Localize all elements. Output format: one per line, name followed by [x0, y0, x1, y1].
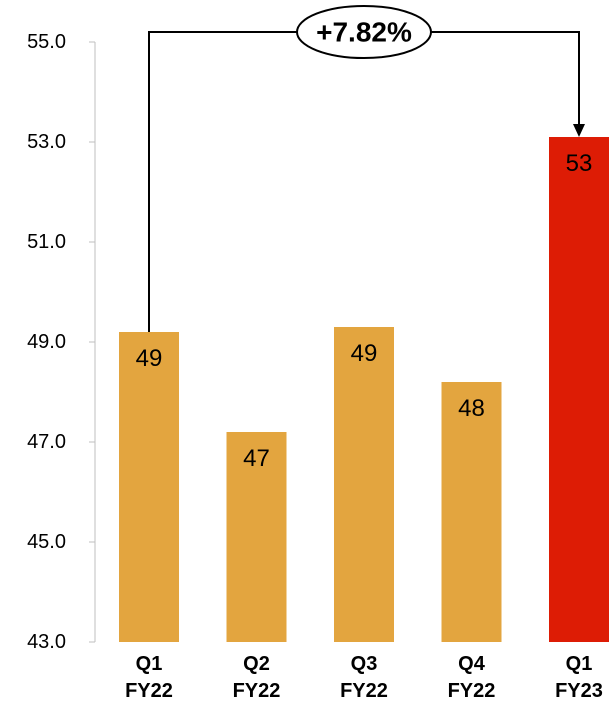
- x-tick-label: Q4: [458, 653, 486, 675]
- x-tick-label: Q1: [136, 653, 163, 675]
- y-tick-label: 53.0: [27, 131, 66, 153]
- x-tick-label: FY22: [233, 680, 281, 702]
- y-tick-label: 51.0: [27, 231, 66, 253]
- bars: 49 47 49 48 53: [119, 137, 609, 642]
- x-axis: Q1 FY22 Q2 FY22 Q3 FY22 Q4 FY22 Q1 FY23: [125, 653, 603, 702]
- data-label: 53: [566, 150, 593, 177]
- data-label: 49: [136, 345, 163, 372]
- y-axis: 43.0 45.0 47.0 49.0 51.0 53.0 55.0: [27, 31, 96, 653]
- data-label: 48: [458, 395, 485, 422]
- annotation-arrowhead: [573, 124, 585, 137]
- x-tick-label: Q2: [243, 653, 270, 675]
- bar: [334, 327, 394, 642]
- x-tick-label: Q3: [351, 653, 378, 675]
- data-label: 49: [351, 340, 378, 367]
- bar: [226, 432, 287, 642]
- y-tick-label: 45.0: [27, 531, 66, 553]
- bar: [549, 137, 609, 642]
- annotation-text: +7.82%: [316, 17, 412, 48]
- bar: [119, 332, 179, 642]
- x-tick-label: FY22: [125, 680, 173, 702]
- data-label: 47: [243, 445, 270, 472]
- bar: [441, 382, 502, 642]
- x-tick-label: FY23: [555, 680, 603, 702]
- annotation-connector: [148, 31, 580, 332]
- y-tick-label: 47.0: [27, 431, 66, 453]
- change-annotation: +7.82%: [148, 5, 585, 332]
- y-tick-label: 49.0: [27, 331, 66, 353]
- x-tick-label: FY22: [448, 680, 496, 702]
- annotation-ellipse: [296, 5, 432, 59]
- y-tick-label: 55.0: [27, 31, 66, 53]
- x-tick-label: FY22: [340, 680, 388, 702]
- x-tick-label: Q1: [566, 653, 593, 675]
- y-tick-label: 43.0: [27, 631, 66, 653]
